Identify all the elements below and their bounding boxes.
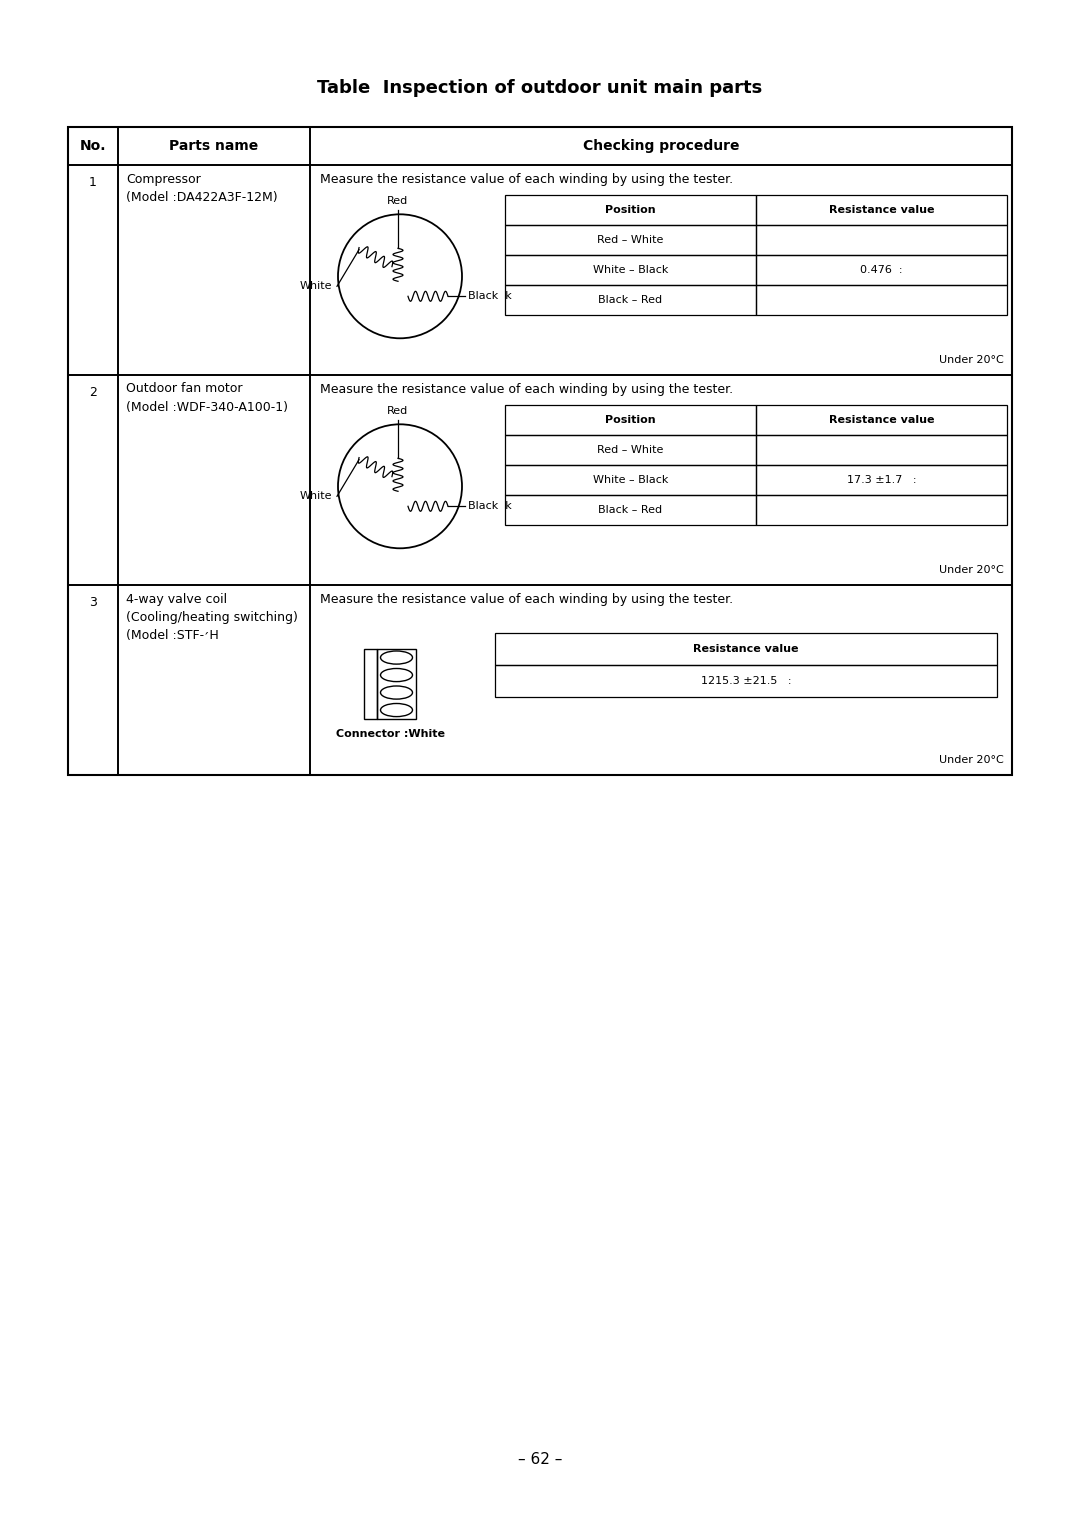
Text: – 62 –: – 62 – [517,1452,563,1467]
Bar [118,127,310,165]
Text: Under 20°C: Under 20°C [940,565,1004,576]
Bar [310,127,1012,165]
Bar [756,495,1007,525]
Text: (Cooling/heating switching): (Cooling/heating switching) [126,611,298,623]
Text: Resistance value: Resistance value [693,644,799,654]
Text: Black  k: Black k [468,501,512,512]
Text: Measure the resistance value of each winding by using the tester.: Measure the resistance value of each win… [320,173,733,185]
Bar [505,405,756,435]
Text: White: White [299,492,332,501]
Bar [505,255,756,286]
Text: Outdoor fan motor: Outdoor fan motor [126,382,243,395]
Bar [310,165,1012,376]
Text: White – Black: White – Black [593,266,669,275]
Bar [68,585,118,776]
Bar [505,466,756,495]
Bar [118,165,310,376]
Bar [756,255,1007,286]
Text: White – Black: White – Black [593,475,669,486]
Text: Under 20°C: Under 20°C [940,754,1004,765]
Text: 3: 3 [89,597,97,609]
Bar [505,195,756,224]
Text: (Model :WDF-340-A100-1): (Model :WDF-340-A100-1) [126,400,288,414]
Text: White: White [299,281,332,292]
Text: Resistance value: Resistance value [828,205,934,215]
Text: Compressor: Compressor [126,173,201,185]
Bar [756,224,1007,255]
Text: Connector :White: Connector :White [336,728,445,739]
Text: Black – Red: Black – Red [598,505,662,515]
Bar [310,585,1012,776]
Text: Black – Red: Black – Red [598,295,662,305]
Bar [756,286,1007,315]
Bar [310,376,1012,585]
Text: No.: No. [80,139,106,153]
Text: 4-way valve coil: 4-way valve coil [126,592,227,606]
Bar [756,435,1007,466]
Text: Measure the resistance value of each winding by using the tester.: Measure the resistance value of each win… [320,592,733,606]
Text: Checking procedure: Checking procedure [583,139,739,153]
Bar [505,224,756,255]
Bar [495,664,997,696]
Bar [756,466,1007,495]
Text: Red: Red [388,197,408,206]
Text: (Model :STF-׳H: (Model :STF-׳H [126,629,219,641]
Bar [505,286,756,315]
Text: 0.476  :: 0.476 : [861,266,903,275]
Text: Under 20°C: Under 20°C [940,354,1004,365]
Bar [756,405,1007,435]
Text: Position: Position [605,205,656,215]
Text: 17.3 ±1.7   :: 17.3 ±1.7 : [847,475,916,486]
Bar [505,495,756,525]
Text: Table  Inspection of outdoor unit main parts: Table Inspection of outdoor unit main pa… [318,79,762,98]
Bar [118,376,310,585]
Text: Parts name: Parts name [170,139,258,153]
Text: 1: 1 [89,177,97,189]
Text: Black  k: Black k [468,292,512,301]
Text: Resistance value: Resistance value [828,415,934,425]
Bar [377,649,416,719]
Bar [68,127,118,165]
Bar [505,435,756,466]
Bar [118,585,310,776]
Bar [364,649,377,719]
Text: 2: 2 [89,386,97,400]
Bar [68,165,118,376]
Bar [68,127,1012,776]
Text: 1215.3 ±21.5   :: 1215.3 ±21.5 : [701,676,792,686]
Bar [495,634,997,664]
Text: (Model :DA422A3F-12M): (Model :DA422A3F-12M) [126,191,278,203]
Text: Red – White: Red – White [597,444,664,455]
Text: Red: Red [388,406,408,417]
Text: Red – White: Red – White [597,235,664,244]
Text: Position: Position [605,415,656,425]
Bar [68,376,118,585]
Bar [756,195,1007,224]
Text: Measure the resistance value of each winding by using the tester.: Measure the resistance value of each win… [320,382,733,395]
